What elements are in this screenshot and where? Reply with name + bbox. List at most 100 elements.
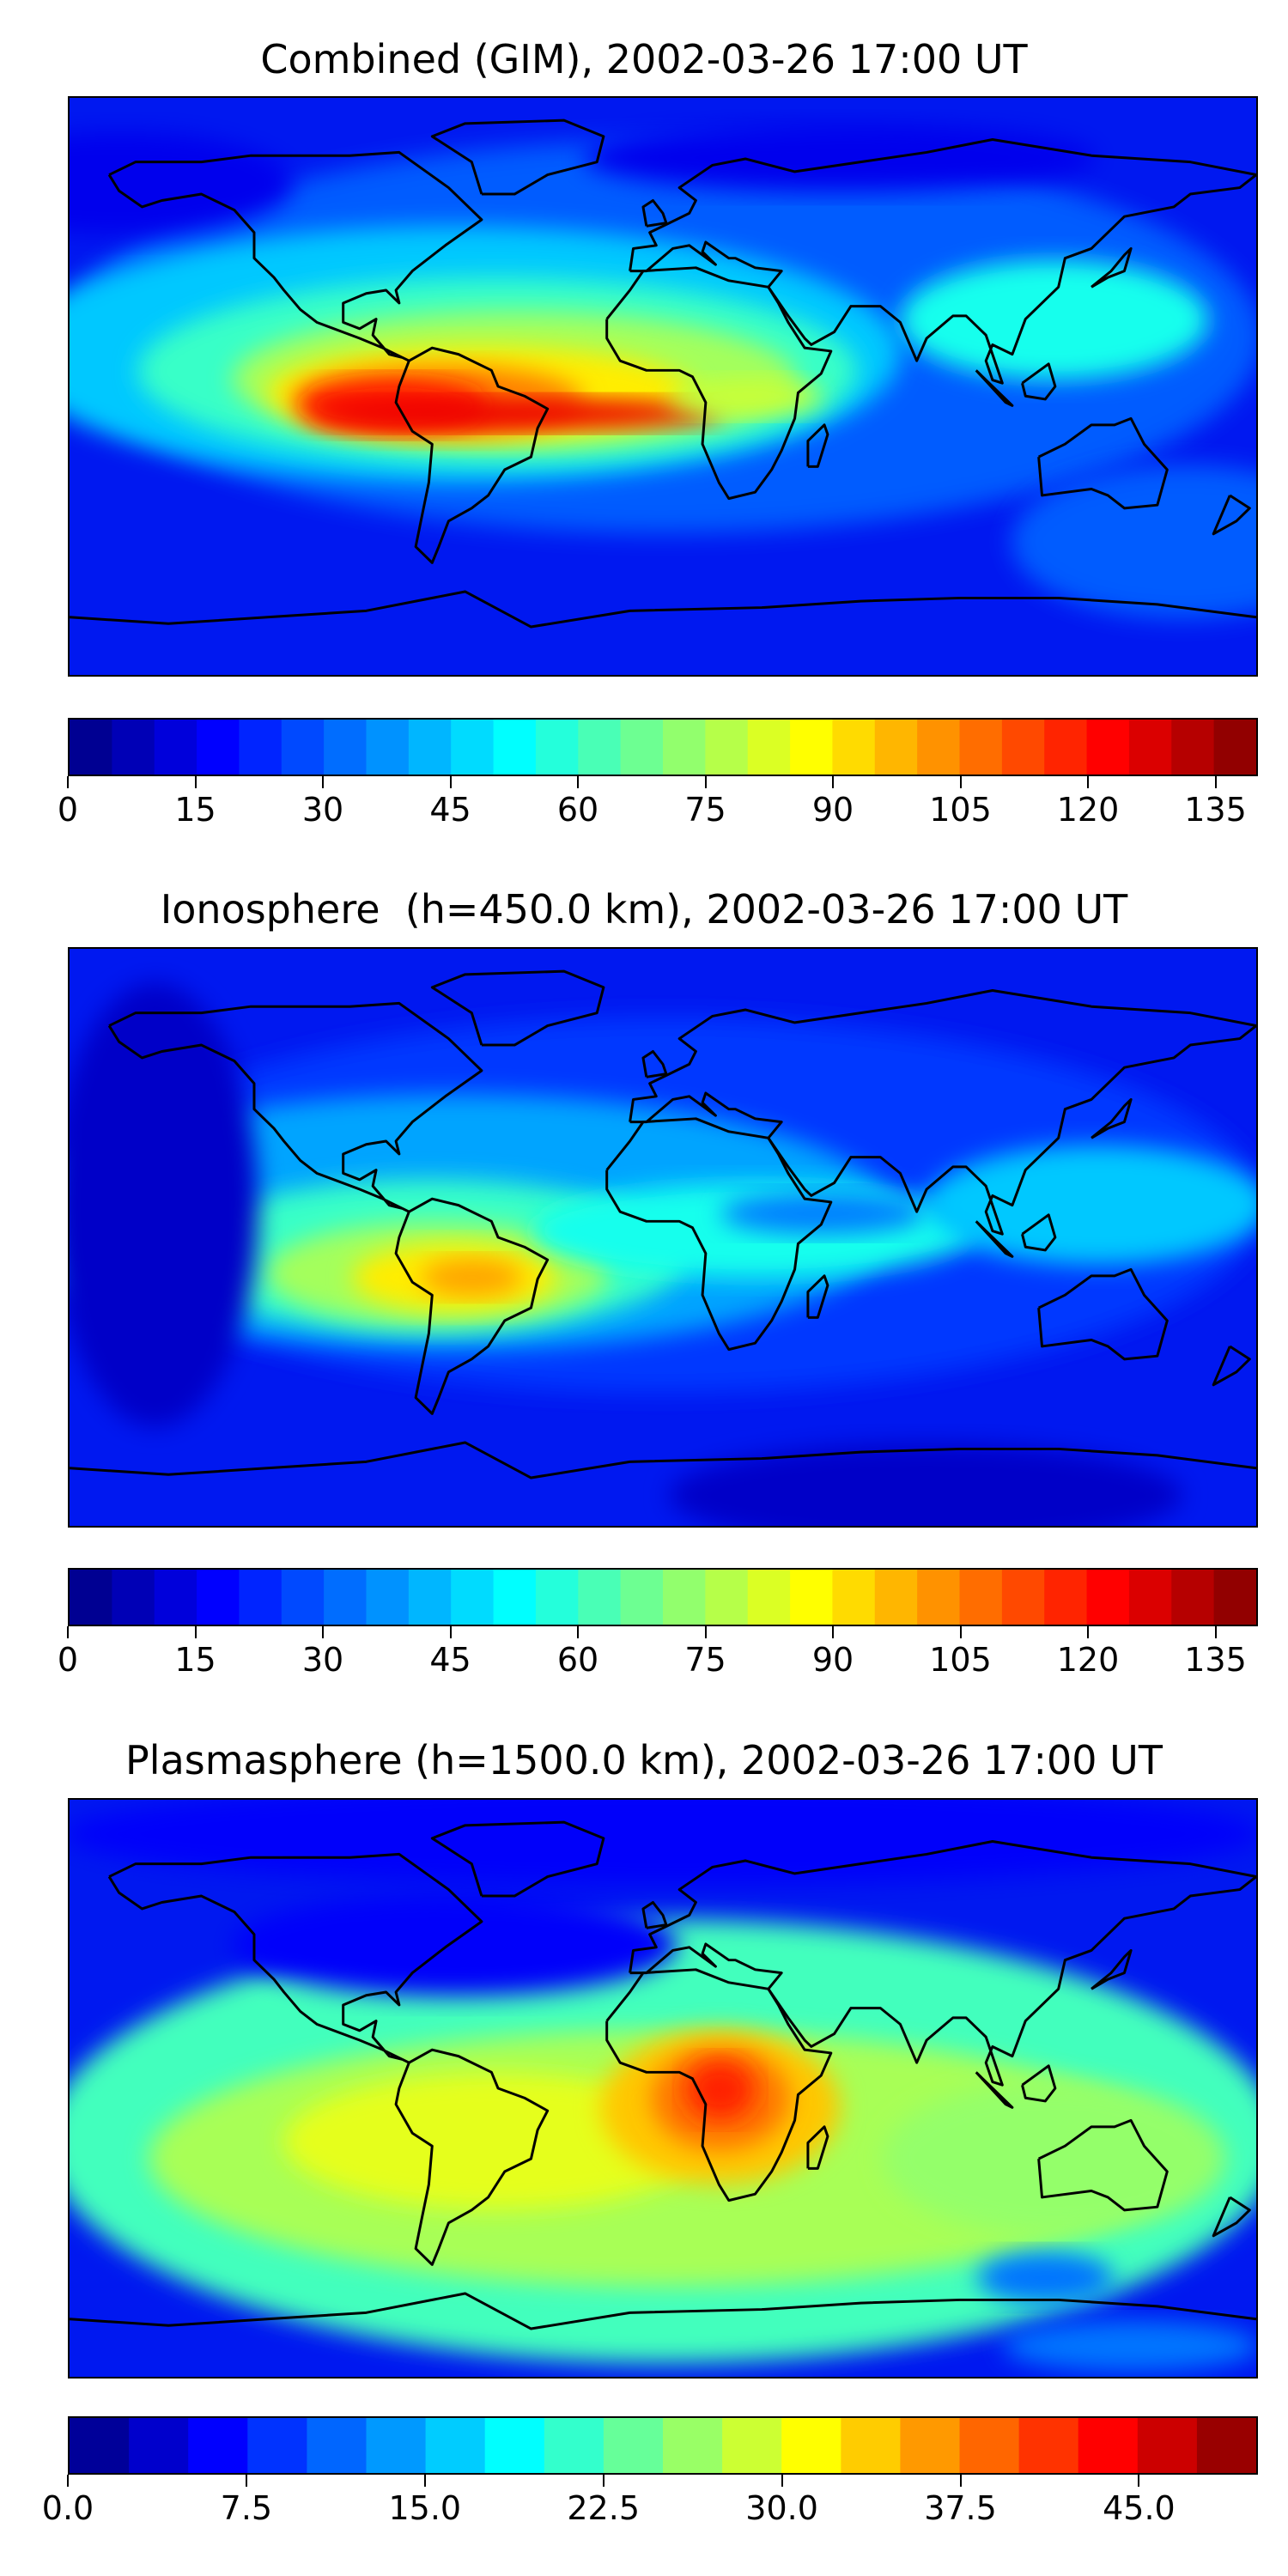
colorbar-tick-label: 60 [556, 1641, 599, 1679]
field-contour [900, 259, 1209, 380]
colorbar-tick [704, 1626, 707, 1638]
field-contour [420, 1258, 524, 1297]
coastlines [70, 118, 1256, 629]
coastline [107, 1852, 483, 2064]
coastline [430, 969, 605, 1047]
colorbar-swatch [959, 720, 1003, 775]
colorbar-swatch [874, 1570, 918, 1625]
coastline [1091, 246, 1133, 289]
colorbar-tick-label: 30 [301, 791, 344, 829]
field-contour [668, 378, 823, 416]
colorbar-tick [1138, 2475, 1140, 2487]
colorbar-ticks-plasmasphere: 0.0 7.5 15.0 22.5 30.0 37.5 45.0 [42, 2475, 1258, 2535]
coastlines [70, 1820, 1256, 2330]
colorbar-swatch [900, 2418, 961, 2473]
colorbar-swatch [747, 1570, 791, 1625]
colorbar-swatch [154, 720, 197, 775]
colorbar-swatch [307, 2418, 368, 2473]
colorbar-swatch [1078, 2418, 1139, 2473]
colorbar-swatch [1171, 1570, 1215, 1625]
colorbar-swatch [832, 720, 876, 775]
coastline [70, 590, 1256, 629]
colorbar-swatch [408, 720, 452, 775]
colorbar-tick-label: 120 [1056, 791, 1120, 829]
colorbar-tick [1214, 1626, 1217, 1638]
colorbar-tick-label: 105 [929, 1641, 992, 1679]
coastline [1212, 494, 1251, 536]
colorbar-tick [781, 2475, 783, 2487]
colorbar-tick [959, 2475, 962, 2487]
colorbar-tick [1087, 1626, 1089, 1638]
colorbar-tick-label: 0.0 [41, 2489, 94, 2527]
coastline [1091, 1948, 1133, 1990]
colorbar-swatch [620, 720, 664, 775]
colorbar-tick-label: 75 [684, 1641, 726, 1679]
colorbar-tick [832, 1626, 834, 1638]
colorbar-swatch [1001, 1570, 1045, 1625]
colorbar-swatch [705, 1570, 749, 1625]
coastline [629, 138, 1256, 385]
colorbar-swatch [1086, 720, 1130, 775]
colorbar-tick [577, 776, 579, 788]
map-plasmasphere [68, 1798, 1258, 2379]
coastline [629, 1840, 1256, 2087]
colorbar-swatch [959, 1570, 1003, 1625]
colorbar-tick [322, 1626, 324, 1638]
colorbar-plasmasphere [68, 2416, 1258, 2475]
colorbar-tick [959, 776, 962, 788]
coastline [70, 2292, 1256, 2330]
colorbar-tick [577, 1626, 579, 1638]
colorbar-tick-label: 105 [929, 791, 992, 829]
colorbar-tick-label: 0 [57, 791, 79, 829]
map-svg-combined [70, 98, 1256, 675]
panel-title-plasmasphere: Plasmasphere (h=1500.0 km), 2002-03-26 1… [125, 1737, 1163, 1783]
colorbar-tick [704, 776, 707, 788]
colorbar-tick-label: 22.5 [567, 2489, 640, 2527]
coastline [394, 2048, 550, 2266]
colorbar-tick-label: 45 [429, 1641, 471, 1679]
coastline [1021, 362, 1057, 401]
coastline [1021, 2064, 1057, 2103]
colorbar-swatch [112, 720, 155, 775]
colorbar-swatch [603, 2418, 664, 2473]
field-contour [1002, 2320, 1256, 2372]
colorbar-tick-label: 45 [429, 791, 471, 829]
field-layer-combined [70, 123, 1256, 619]
colorbar-swatch [1128, 720, 1172, 775]
field-contour [669, 1443, 1183, 1526]
colorbar-tick-label: 7.5 [220, 2489, 273, 2527]
colorbar-swatch [188, 2418, 248, 2473]
colorbar-tick-label: 30.0 [745, 2489, 818, 2527]
colorbar-tick-label: 15.0 [388, 2489, 462, 2527]
colorbar-swatch [917, 720, 961, 775]
colorbar-tick [322, 776, 324, 788]
map-svg-plasmasphere [70, 1800, 1256, 2377]
colorbar-swatch [493, 720, 537, 775]
colorbar-swatch [70, 720, 112, 775]
field-contour [685, 2060, 755, 2120]
colorbar-swatch [841, 2418, 901, 2473]
colorbar-swatches [70, 2418, 1256, 2473]
colorbar-swatch [917, 1570, 961, 1625]
coastline [107, 1001, 483, 1213]
coastline [806, 2125, 829, 2170]
colorbar-swatch [324, 720, 368, 775]
coastline [605, 1117, 833, 1352]
colorbar-swatch [70, 1570, 112, 1625]
colorbar-tick-label: 30 [301, 1641, 344, 1679]
colorbar-tick [194, 776, 197, 788]
colorbar-swatch [663, 2418, 723, 2473]
colorbar-swatch [620, 1570, 664, 1625]
coastline [641, 1900, 668, 1929]
colorbar-swatch [1001, 720, 1045, 775]
colorbar-tick [959, 1626, 962, 1638]
field-contour [232, 1893, 677, 1996]
panel-title-combined: Combined (GIM), 2002-03-26 17:00 UT [260, 36, 1028, 82]
coastline [1037, 1267, 1169, 1361]
colorbar-swatch [1128, 1570, 1172, 1625]
coastline [1037, 2118, 1169, 2212]
colorbar-swatch [1086, 1570, 1130, 1625]
colorbar-swatch [70, 2418, 130, 2473]
colorbar-swatch [366, 1570, 410, 1625]
coastline [975, 2071, 1014, 2109]
